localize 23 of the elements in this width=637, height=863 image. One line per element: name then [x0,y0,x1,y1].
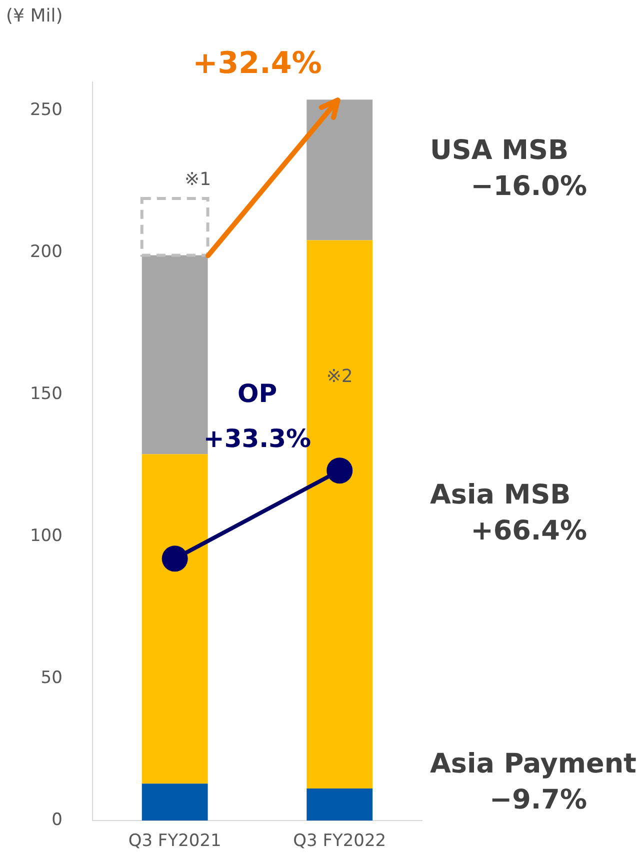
annotation: ※2 [326,366,353,388]
y-tick-label: 0 [52,810,62,830]
bar [306,788,373,821]
y-tick-label: 250 [30,100,62,120]
text: OP [237,379,278,408]
text: −16.0% [470,170,587,202]
bar [142,454,208,784]
y-axis-title: (¥ Mil) [6,6,63,27]
text: Asia MSB [430,479,571,510]
bar [142,255,208,454]
text: Asia Payment [430,748,637,780]
y-tick-label: 50 [40,668,62,688]
text: +66.4% [470,515,587,546]
y-tick-label: 150 [30,384,62,404]
x-tick-label: Q3 FY2021 [128,831,222,852]
y-tick-label: 100 [30,526,62,546]
text: −9.7% [489,784,587,816]
bar [142,784,208,821]
text: +32.4% [192,46,322,81]
text: USA MSB [430,134,569,166]
y-tick-label: 200 [30,242,62,262]
annotation: ※1 [184,169,212,190]
x-tick-label: Q3 FY2022 [293,831,386,852]
